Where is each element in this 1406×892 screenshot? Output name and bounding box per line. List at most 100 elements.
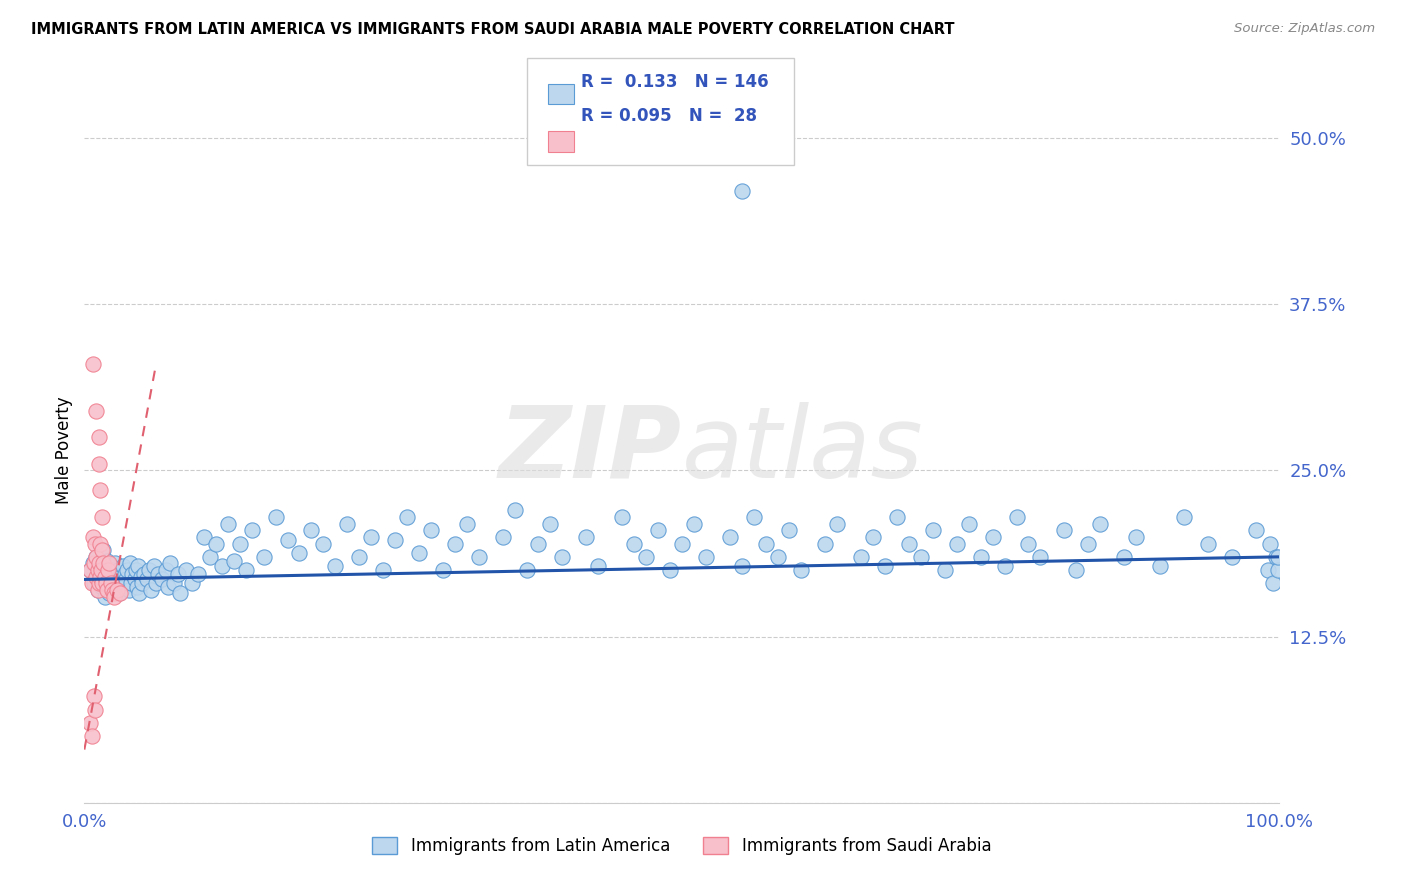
Point — [827, 516, 849, 531]
Point — [1258, 536, 1281, 550]
Point — [671, 536, 693, 550]
Point — [89, 483, 111, 498]
Point — [575, 530, 598, 544]
Text: IMMIGRANTS FROM LATIN AMERICA VS IMMIGRANTS FROM SAUDI ARABIA MALE POVERTY CORRE: IMMIGRANTS FROM LATIN AMERICA VS IMMIGRA… — [31, 22, 955, 37]
Point — [623, 536, 645, 550]
Point — [103, 585, 125, 599]
Point — [121, 567, 143, 582]
Text: R =  0.133   N = 146: R = 0.133 N = 146 — [581, 73, 768, 91]
Point — [114, 567, 136, 582]
Point — [94, 576, 117, 591]
Point — [492, 530, 515, 544]
Point — [93, 570, 115, 584]
Point — [875, 559, 897, 574]
Point — [132, 567, 156, 582]
Point — [79, 563, 101, 577]
Point — [157, 581, 180, 595]
Point — [87, 457, 110, 471]
Point — [970, 549, 993, 564]
Point — [86, 549, 108, 564]
Point — [551, 549, 574, 564]
Point — [115, 573, 138, 587]
Point — [349, 549, 371, 564]
Point — [301, 523, 323, 537]
Point — [82, 557, 104, 571]
Point — [217, 516, 239, 531]
Point — [103, 590, 125, 604]
Text: Source: ZipAtlas.com: Source: ZipAtlas.com — [1234, 22, 1375, 36]
Point — [91, 576, 114, 591]
Point — [683, 516, 706, 531]
Point — [468, 549, 491, 564]
Point — [96, 554, 118, 568]
Point — [862, 530, 884, 544]
Point — [994, 559, 1017, 574]
Point — [155, 563, 177, 577]
Point — [150, 573, 173, 587]
Point — [288, 546, 311, 560]
Point — [659, 563, 682, 577]
Point — [922, 523, 945, 537]
Point — [1005, 510, 1028, 524]
Point — [766, 549, 789, 564]
Point — [169, 585, 191, 599]
Point — [100, 576, 122, 591]
Point — [90, 563, 112, 577]
Point — [141, 583, 163, 598]
Point — [93, 543, 115, 558]
Point — [103, 573, 125, 587]
Point — [718, 530, 741, 544]
Point — [84, 703, 107, 717]
Point — [104, 557, 127, 571]
Point — [229, 536, 252, 550]
Point — [100, 563, 122, 577]
Point — [181, 576, 204, 591]
Point — [1264, 549, 1286, 564]
Point — [1066, 563, 1088, 577]
Point — [120, 576, 142, 591]
Point — [86, 403, 108, 417]
Point — [80, 729, 103, 743]
Point — [135, 573, 157, 587]
Y-axis label: Male Poverty: Male Poverty — [55, 397, 73, 504]
Point — [360, 530, 382, 544]
Point — [159, 557, 181, 571]
Point — [636, 549, 658, 564]
Point — [456, 516, 478, 531]
Point — [98, 557, 121, 571]
Legend: Immigrants from Latin America, Immigrants from Saudi Arabia: Immigrants from Latin America, Immigrant… — [366, 830, 998, 862]
Point — [222, 554, 245, 568]
Point — [83, 557, 105, 571]
Point — [264, 510, 287, 524]
Point — [87, 557, 110, 571]
Point — [277, 533, 299, 547]
Point — [1053, 523, 1076, 537]
Point — [91, 559, 114, 574]
Point — [101, 583, 124, 598]
Point — [444, 536, 467, 550]
Point — [957, 516, 980, 531]
Point — [1244, 523, 1267, 537]
Point — [86, 549, 108, 564]
Point — [98, 585, 121, 599]
Point — [1173, 510, 1195, 524]
Point — [1149, 559, 1171, 574]
Point — [779, 523, 801, 537]
Point — [163, 576, 186, 591]
Point — [117, 563, 139, 577]
Point — [91, 543, 114, 558]
Point — [131, 576, 153, 591]
Point — [240, 523, 263, 537]
Point — [396, 510, 419, 524]
Point — [87, 430, 110, 444]
Point — [1220, 549, 1243, 564]
Point — [101, 576, 124, 591]
Point — [86, 563, 108, 577]
Point — [84, 536, 107, 550]
Point — [540, 516, 562, 531]
Point — [127, 559, 149, 574]
Point — [145, 576, 167, 591]
Point — [742, 510, 765, 524]
Point — [1267, 549, 1289, 564]
Point — [93, 590, 115, 604]
